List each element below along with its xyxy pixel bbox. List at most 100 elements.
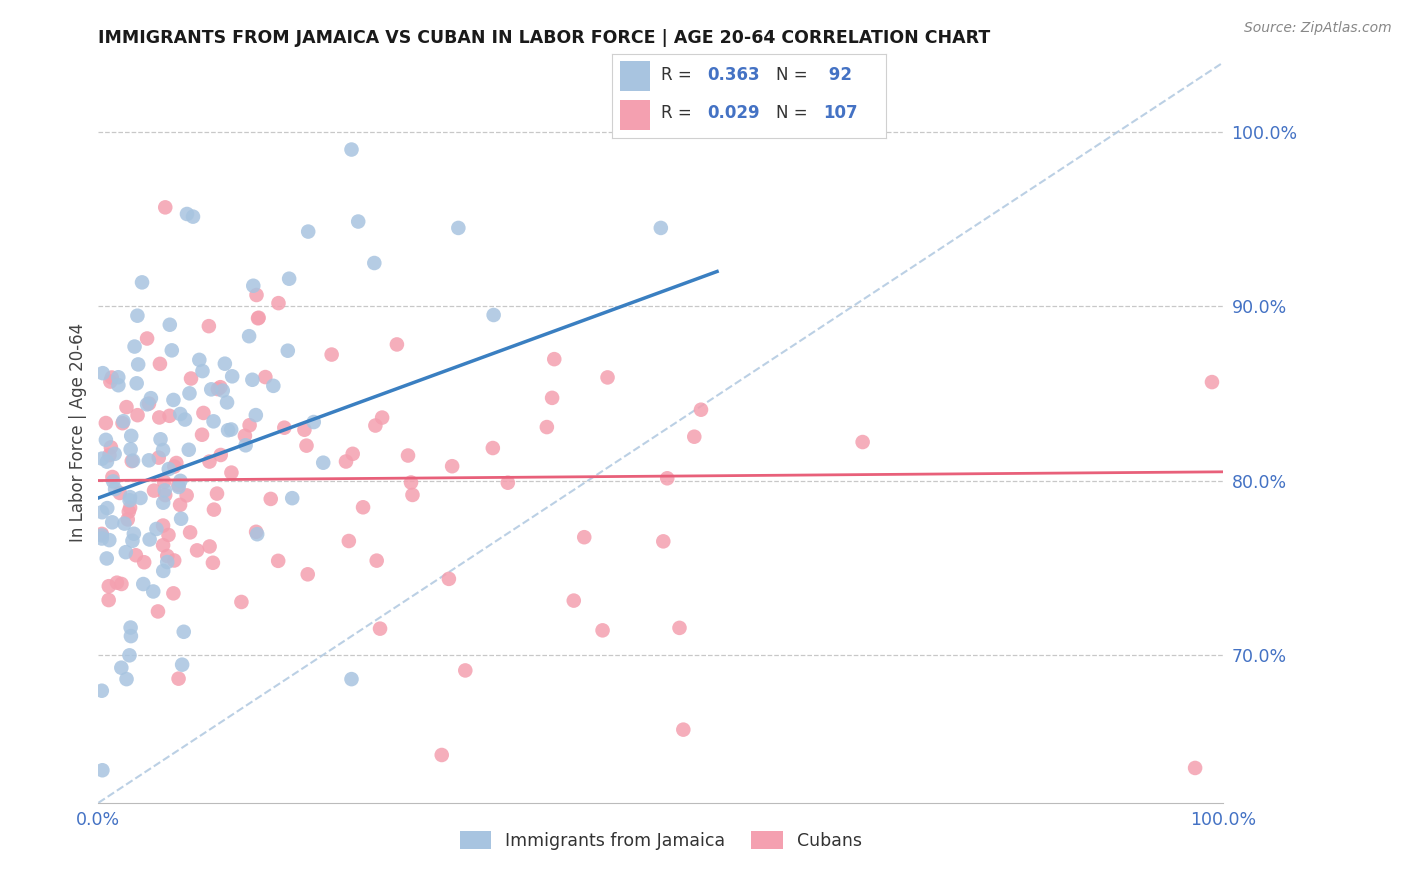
Point [160, 343, 183, 358]
Point [447, 221, 470, 235]
Point [1184, 761, 1206, 775]
Point [179, 386, 201, 401]
Point [297, 567, 319, 582]
Legend: Immigrants from Jamaica, Cubans: Immigrants from Jamaica, Cubans [453, 824, 869, 857]
Point [124, 340, 146, 354]
Point [118, 490, 141, 504]
Point [352, 500, 374, 515]
Point [335, 454, 357, 468]
Point [136, 397, 159, 411]
Point [114, 545, 136, 559]
Point [125, 548, 148, 562]
Point [200, 382, 222, 396]
Point [97, 593, 120, 607]
Point [96, 455, 118, 469]
Point [127, 358, 149, 372]
Point [541, 391, 564, 405]
Point [191, 427, 214, 442]
Point [652, 534, 675, 549]
Point [162, 392, 184, 407]
Point [254, 370, 277, 384]
Point [219, 422, 242, 436]
Point [430, 747, 453, 762]
Point [441, 459, 464, 474]
Point [321, 347, 343, 361]
Point [98, 375, 121, 389]
Point [260, 491, 283, 506]
Point [281, 491, 304, 505]
Point [165, 456, 187, 470]
Point [181, 210, 204, 224]
Point [238, 329, 260, 343]
Point [152, 443, 174, 458]
Point [98, 533, 121, 548]
Point [668, 621, 690, 635]
Point [340, 143, 363, 157]
Point [91, 505, 114, 519]
Point [149, 432, 172, 446]
Point [193, 406, 215, 420]
Point [152, 538, 174, 552]
Point [177, 442, 200, 457]
Point [111, 416, 134, 430]
Point [96, 551, 118, 566]
Point [167, 478, 190, 492]
Point [167, 480, 190, 494]
Point [179, 525, 201, 540]
Point [180, 371, 202, 385]
Point [176, 488, 198, 502]
Point [163, 553, 186, 567]
Point [107, 378, 129, 392]
FancyBboxPatch shape [620, 62, 650, 91]
Point [454, 664, 477, 678]
Point [209, 380, 232, 394]
Point [221, 466, 243, 480]
Point [176, 207, 198, 221]
Point [169, 498, 191, 512]
Point [132, 577, 155, 591]
Point [169, 407, 191, 421]
Point [149, 357, 172, 371]
Point [437, 572, 460, 586]
Point [91, 451, 114, 466]
Point [100, 370, 122, 384]
Point [239, 418, 262, 433]
Point [173, 624, 195, 639]
Point [267, 554, 290, 568]
Point [592, 624, 614, 638]
Point [207, 382, 229, 396]
Point [134, 555, 156, 569]
Point [198, 319, 221, 334]
Text: 107: 107 [823, 104, 858, 122]
Point [110, 661, 132, 675]
Point [245, 408, 267, 422]
Point [169, 474, 191, 488]
Point [496, 475, 519, 490]
Point [98, 448, 121, 462]
Point [146, 604, 169, 618]
Text: IMMIGRANTS FROM JAMAICA VS CUBAN IN LABOR FORCE | AGE 20-64 CORRELATION CHART: IMMIGRANTS FROM JAMAICA VS CUBAN IN LABO… [98, 29, 991, 47]
Point [143, 483, 166, 498]
Point [152, 518, 174, 533]
Point [162, 586, 184, 600]
Point [247, 310, 270, 325]
Point [302, 415, 325, 429]
Point [396, 449, 419, 463]
Point [267, 296, 290, 310]
Point [672, 723, 695, 737]
Point [277, 343, 299, 358]
Point [153, 475, 176, 489]
FancyBboxPatch shape [620, 100, 650, 130]
Point [364, 418, 387, 433]
Point [174, 412, 197, 426]
Point [536, 420, 558, 434]
Point [107, 370, 129, 384]
Point [231, 595, 253, 609]
Point [159, 318, 181, 332]
Point [596, 370, 619, 384]
Point [201, 556, 224, 570]
Point [122, 526, 145, 541]
Point [337, 534, 360, 549]
Point [363, 256, 385, 270]
Point [145, 522, 167, 536]
